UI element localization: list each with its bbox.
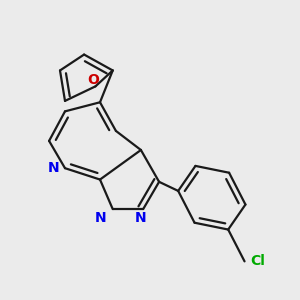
Text: N: N: [135, 212, 147, 225]
Text: N: N: [94, 212, 106, 225]
Text: N: N: [48, 161, 59, 175]
Text: Cl: Cl: [250, 254, 265, 268]
Text: O: O: [87, 73, 99, 86]
